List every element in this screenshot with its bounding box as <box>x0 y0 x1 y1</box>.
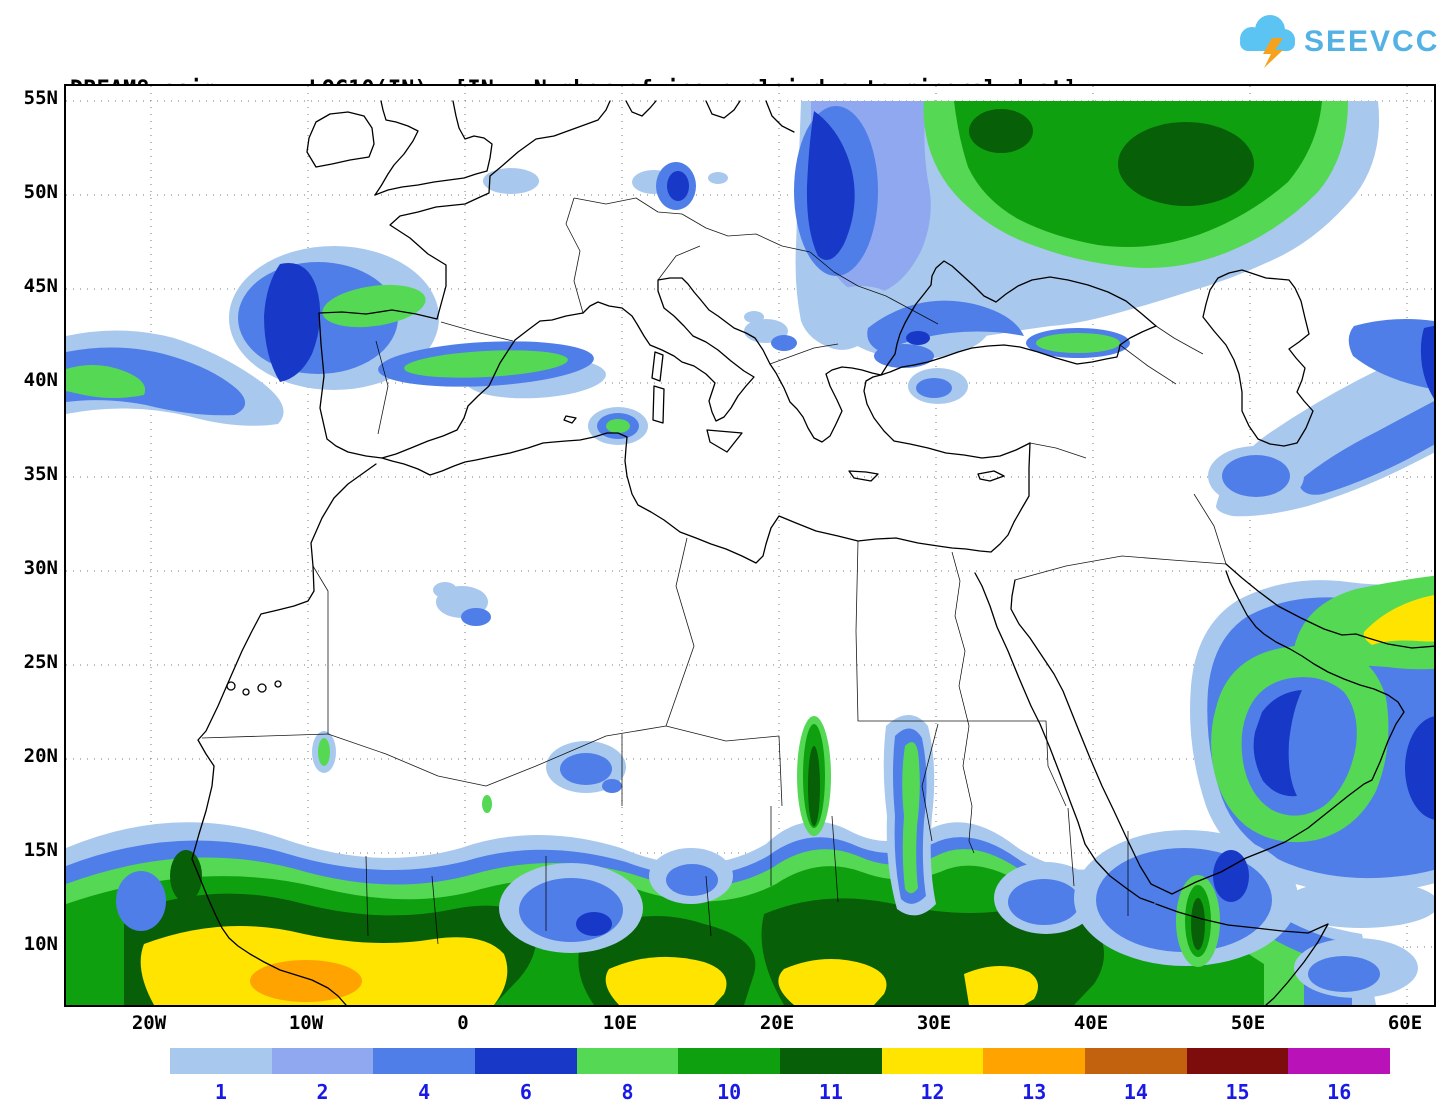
lat-tick-label: 20N <box>23 745 58 767</box>
lat-tick-label: 45N <box>23 275 58 297</box>
colorbar-swatch <box>881 1048 984 1074</box>
colorbar-tick-label: 11 <box>818 1080 843 1104</box>
lat-tick-label: 40N <box>23 369 58 391</box>
map-svg <box>66 86 1434 1005</box>
colorbar-swatch <box>1186 1048 1289 1074</box>
colorbar-tick-label: 8 <box>621 1080 634 1104</box>
colorbar-swatch <box>170 1048 272 1074</box>
colorbar-swatch <box>271 1048 374 1074</box>
lon-tick-label: 20W <box>131 1012 167 1034</box>
lon-tick-label: 0 <box>457 1012 469 1034</box>
colorbar-tick-label: 14 <box>1123 1080 1148 1104</box>
rivers <box>951 551 975 854</box>
lat-tick-label: 30N <box>23 557 58 579</box>
contour-field <box>66 101 1434 1005</box>
colorbar-swatch <box>678 1048 781 1074</box>
lat-tick-label: 10N <box>23 933 58 955</box>
colorbar-swatch <box>373 1048 476 1074</box>
colorbar-tick-label: 2 <box>316 1080 329 1104</box>
lat-tick-label: 50N <box>23 181 58 203</box>
colorbar-swatch <box>1288 1048 1391 1074</box>
lon-tick-label: 60E <box>1387 1012 1423 1034</box>
cloud-icon <box>1240 15 1295 51</box>
seevccc-logo: SEEVCCC <box>1240 15 1440 68</box>
lat-tick-label: 35N <box>23 463 58 485</box>
lon-tick-label: 40E <box>1073 1012 1109 1034</box>
colorbar-swatch <box>475 1048 577 1074</box>
colorbar-tick-label: 1 <box>214 1080 227 1104</box>
coastlines <box>191 100 1434 1005</box>
logo-text: SEEVCCC <box>1304 25 1440 58</box>
colorbar-tick-label: 13 <box>1022 1080 1047 1104</box>
map-area <box>64 84 1436 1007</box>
lat-tick-label: 55N <box>23 87 58 109</box>
colorbar-tick-label: 12 <box>920 1080 945 1104</box>
lon-tick-label: 20E <box>759 1012 795 1034</box>
lon-tick-label: 30E <box>916 1012 952 1034</box>
colorbar-tick-label: 16 <box>1327 1080 1352 1104</box>
colorbar-labels: 1 2 4 6 8 10 11 12 13 14 15 16 <box>170 1080 1390 1104</box>
colorbar-tick-label: 15 <box>1225 1080 1250 1104</box>
lightning-icon <box>1263 38 1283 68</box>
colorbar-swatch <box>983 1048 1086 1074</box>
colorbar-tick-label: 10 <box>717 1080 742 1104</box>
lat-tick-label: 25N <box>23 651 58 673</box>
colorbar-tick-label: 4 <box>418 1080 431 1104</box>
lon-tick-label: 50E <box>1230 1012 1266 1034</box>
colorbar-swatch <box>780 1048 882 1074</box>
colorbar-swatch <box>576 1048 679 1074</box>
colorbar <box>170 1048 1391 1074</box>
lon-tick-label: 10E <box>602 1012 638 1034</box>
colorbar-tick-label: 6 <box>519 1080 532 1104</box>
islands <box>226 351 1005 696</box>
lon-tick-label: 10W <box>288 1012 324 1034</box>
lat-tick-label: 15N <box>23 839 58 861</box>
country-borders <box>201 197 1227 945</box>
colorbar-swatch <box>1085 1048 1187 1074</box>
